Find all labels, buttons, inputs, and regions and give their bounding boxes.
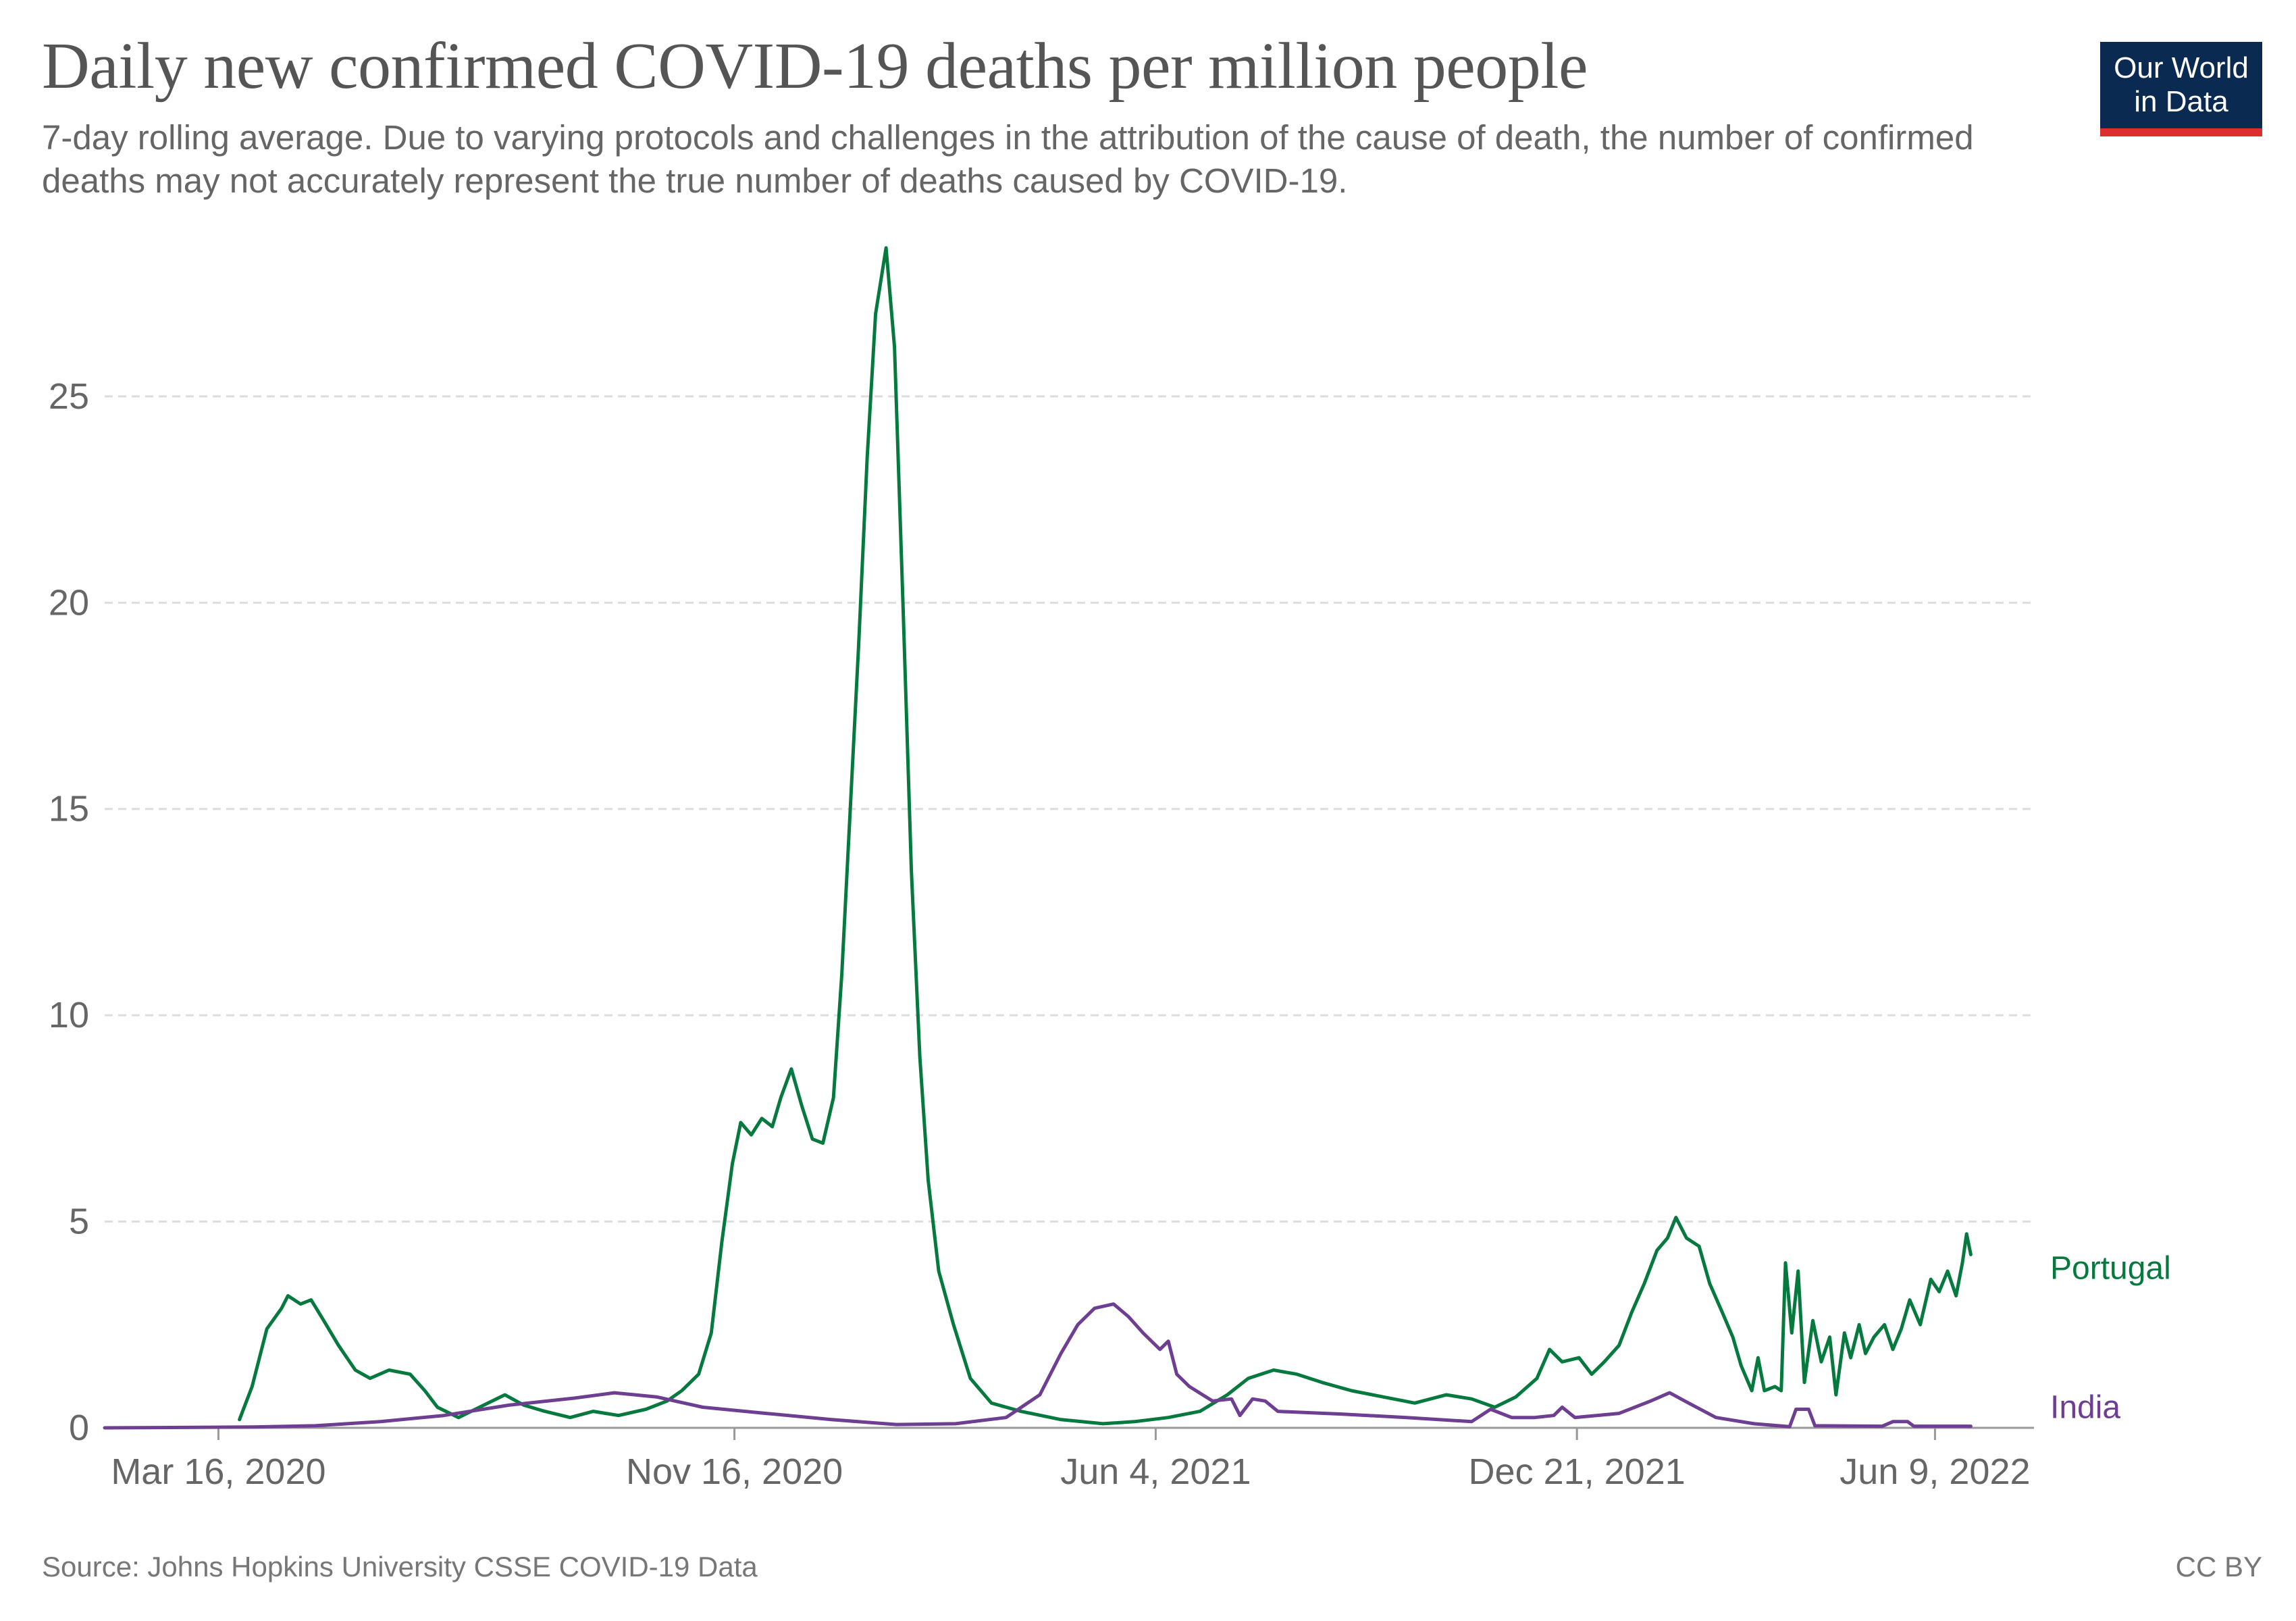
series-label-portugal: Portugal: [2050, 1250, 2171, 1286]
x-tick-label: Mar 16, 2020: [111, 1451, 325, 1492]
license-note[interactable]: CC BY: [2175, 1551, 2262, 1583]
x-tick-label: Nov 16, 2020: [626, 1451, 843, 1492]
y-tick-label: 10: [49, 995, 89, 1035]
x-tick-label: Jun 9, 2022: [1840, 1451, 2030, 1492]
logo-line-2: in Data: [2134, 85, 2228, 118]
x-axis: Mar 16, 2020 Nov 16, 2020 Jun 4, 2021 Dec 2…: [105, 1426, 2034, 1492]
y-tick-label: 5: [69, 1202, 89, 1242]
y-tick-label: 0: [69, 1408, 89, 1448]
logo-line-1: Our World: [2114, 51, 2249, 84]
x-tick-label: Jun 4, 2021: [1060, 1451, 1251, 1492]
series-label-india: India: [2050, 1390, 2120, 1426]
grid-lines: [105, 395, 2034, 1223]
series-line-india: [103, 1302, 1973, 1430]
chart-subtitle: 7-day rolling average. Due to varying pr…: [42, 118, 1974, 200]
series-lines: [103, 246, 1973, 1430]
y-tick-label: 20: [49, 582, 89, 623]
source-note[interactable]: Source: Johns Hopkins University CSSE CO…: [42, 1551, 758, 1583]
y-tick-label: 15: [49, 789, 89, 829]
series-line-portugal: [238, 246, 1973, 1426]
y-tick-label: 25: [49, 376, 89, 417]
chart-title: Daily new confirmed COVID-19 deaths per …: [42, 30, 1588, 103]
logo-accent-bar: [2100, 128, 2262, 136]
series-labels: Portugal India: [2050, 1250, 2171, 1425]
y-axis: 0 5 10 15 20 25: [49, 376, 89, 1448]
owid-logo[interactable]: Our World in Data: [2100, 42, 2262, 136]
x-tick-label: Dec 21, 2021: [1469, 1451, 1686, 1492]
